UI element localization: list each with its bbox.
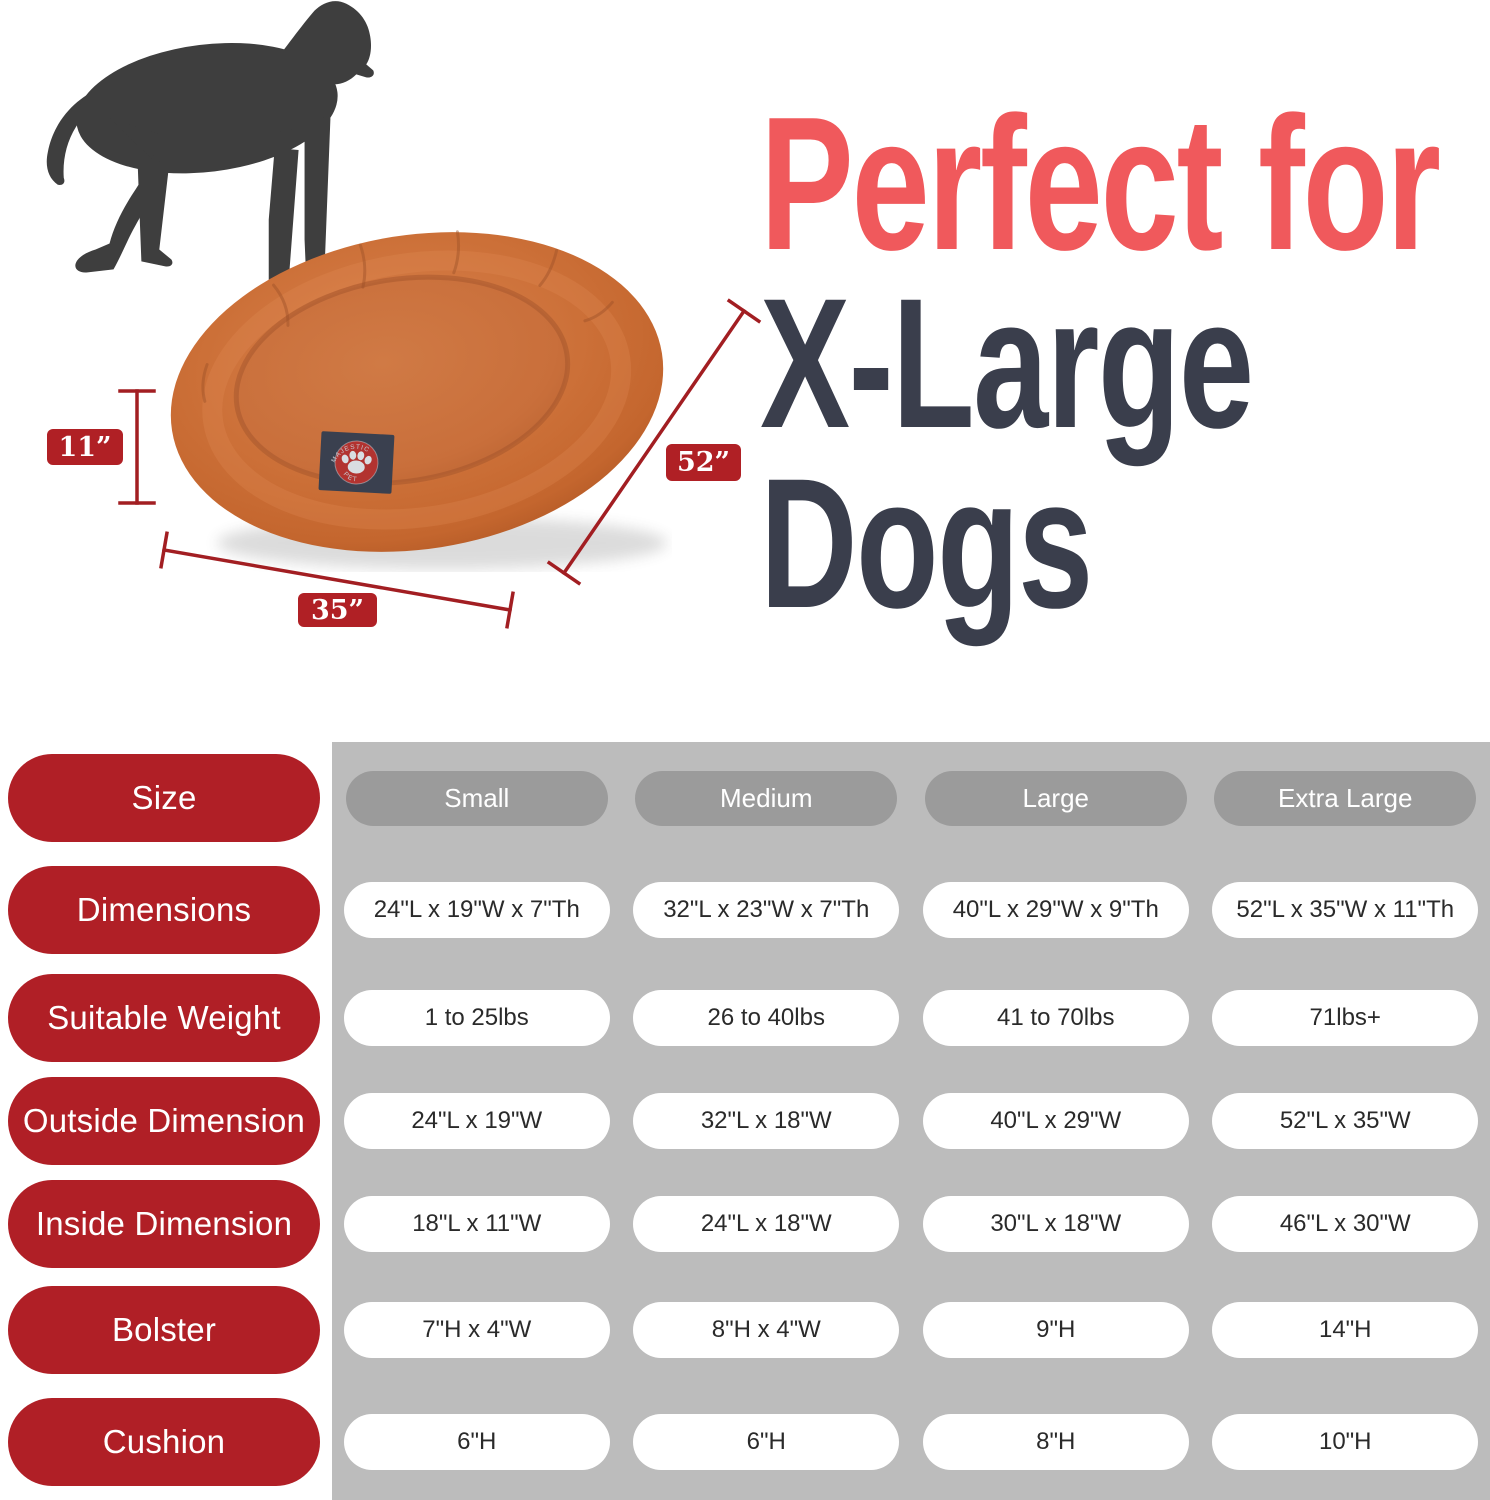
column-header-small: Small bbox=[345, 770, 608, 826]
row-label-pill-size: Size bbox=[8, 754, 320, 842]
headline-line-3: Dogs bbox=[760, 441, 1093, 647]
diagonal-dimension-label: 52” bbox=[666, 444, 741, 481]
size-table: Size Small Medium Large Extra Large Dime… bbox=[8, 742, 1490, 1500]
table-cell-pill: 40"L x 29"W bbox=[922, 1093, 1189, 1149]
row-label-pill-dimensions: Dimensions bbox=[8, 865, 320, 954]
table-cell-pill: 41 to 70lbs bbox=[922, 989, 1189, 1046]
table-cell-pill: 46"L x 30"W bbox=[1212, 1196, 1479, 1252]
row-label-pill-cushion: Cushion bbox=[8, 1397, 320, 1486]
bed-cushion-seam bbox=[233, 274, 571, 486]
headline-line-2: X-Large bbox=[760, 261, 1254, 467]
column-header-extra-large: Extra Large bbox=[1214, 770, 1477, 826]
height-dimension-label: 11” bbox=[47, 429, 123, 465]
dog-front-leg-far bbox=[268, 147, 302, 293]
table-cell-pill: 71lbs+ bbox=[1212, 989, 1479, 1046]
table-cell-pill: 30"L x 18"W bbox=[922, 1196, 1189, 1252]
brand-tag: MAJESTIC PET bbox=[318, 431, 395, 494]
table-cell-pill: 8"H bbox=[922, 1413, 1189, 1470]
bolster-creases bbox=[201, 230, 614, 403]
table-cell-pill: 8"H x 4"W bbox=[633, 1301, 900, 1358]
table-cell-pill: 40"L x 29"W x 9"Th bbox=[922, 881, 1189, 938]
dog-hind-leg-far bbox=[137, 155, 173, 267]
table-cell-pill: 9"H bbox=[922, 1301, 1189, 1358]
dimension-lines bbox=[118, 298, 762, 629]
column-header-large: Large bbox=[924, 770, 1187, 826]
dog-silhouette-icon bbox=[46, 1, 374, 293]
column-header-medium: Medium bbox=[635, 770, 898, 826]
dog-ear bbox=[341, 24, 367, 69]
table-cell-pill: 52"L x 35"W bbox=[1212, 1093, 1479, 1149]
width-dimension-line bbox=[161, 547, 513, 613]
table-cell-pill: 24"L x 19"W x 7"Th bbox=[343, 881, 610, 938]
dog-tail bbox=[46, 86, 115, 185]
bed-bolster-highlight bbox=[202, 250, 632, 530]
row-label-pill-outside-dimension: Outside Dimension bbox=[8, 1077, 320, 1165]
table-cell-pill: 52"L x 35"W x 11"Th bbox=[1212, 881, 1479, 938]
table-cell-pill: 18"L x 11"W bbox=[343, 1196, 610, 1252]
row-label-pill-bolster: Bolster bbox=[8, 1285, 320, 1374]
table-cell-pill: 6"H bbox=[343, 1413, 610, 1470]
dog-bed-illustration: MAJESTIC PET bbox=[170, 230, 667, 569]
paw-icon bbox=[341, 450, 372, 474]
table-cell-pill: 24"L x 18"W bbox=[633, 1196, 900, 1252]
dog-front-leg bbox=[304, 116, 343, 287]
diagonal-dimension-line bbox=[561, 308, 747, 576]
table-cell-pill: 24"L x 19"W bbox=[343, 1093, 610, 1149]
width-dimension-label: 35” bbox=[298, 593, 377, 627]
table-cell-pill: 10"H bbox=[1212, 1413, 1479, 1470]
row-label-pill-suitable-weight: Suitable Weight bbox=[8, 973, 320, 1062]
row-label-pill-inside-dimension: Inside Dimension bbox=[8, 1180, 320, 1268]
table-cell-pill: 14"H bbox=[1212, 1301, 1479, 1358]
table-cell-pill: 6"H bbox=[633, 1413, 900, 1470]
bed-cushion bbox=[236, 277, 568, 484]
table-cell-pill: 26 to 40lbs bbox=[633, 989, 900, 1046]
table-cell-pill: 32"L x 18"W bbox=[633, 1093, 900, 1149]
table-cell-pill: 7"H x 4"W bbox=[343, 1301, 610, 1358]
headline-line-1: Perfect for bbox=[760, 78, 1441, 290]
table-cell-pill: 1 to 25lbs bbox=[343, 989, 610, 1046]
table-cell-pill: 32"L x 23"W x 7"Th bbox=[633, 881, 900, 938]
